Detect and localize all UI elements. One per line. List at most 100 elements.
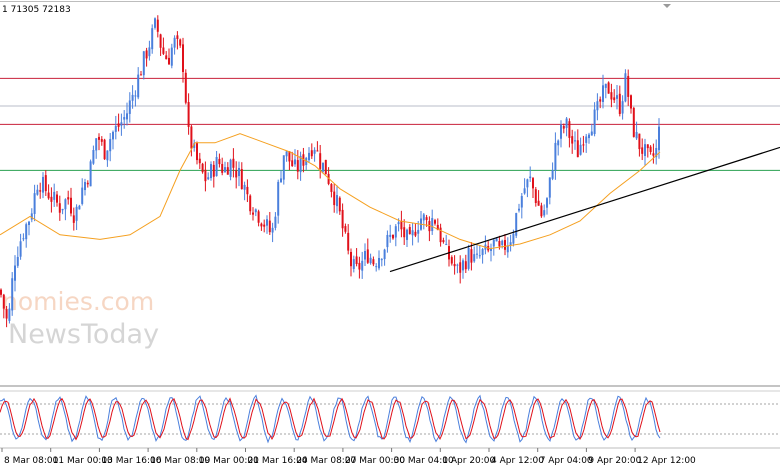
candle-body <box>266 219 268 226</box>
candle-body <box>42 176 44 193</box>
candle <box>459 255 462 284</box>
candle-body <box>529 176 532 179</box>
candle-body <box>28 221 30 226</box>
candle <box>159 33 162 56</box>
candle <box>394 224 397 247</box>
candle-body <box>224 167 226 172</box>
candle-body <box>336 195 338 207</box>
candle-body <box>470 249 473 263</box>
candle <box>103 138 106 160</box>
candle <box>330 183 333 198</box>
candle-body <box>627 75 630 97</box>
candle-body <box>476 253 478 255</box>
candle-body <box>310 150 313 157</box>
candle <box>64 198 67 221</box>
candle <box>299 151 302 181</box>
candle-body <box>478 255 481 257</box>
candle <box>504 234 506 256</box>
candle <box>131 85 134 109</box>
candle <box>100 136 103 146</box>
candle-body <box>148 47 151 57</box>
candle <box>212 161 215 188</box>
candle-body <box>504 240 506 250</box>
candle-body <box>565 118 568 129</box>
candle <box>456 263 459 274</box>
candle-body <box>11 278 14 311</box>
candle <box>308 147 310 163</box>
candle <box>61 208 64 215</box>
candle <box>215 151 218 177</box>
candle <box>588 132 590 144</box>
candle-body <box>117 123 120 127</box>
candle <box>148 40 151 61</box>
candle-body <box>316 150 319 152</box>
candle <box>610 83 613 108</box>
candle-body <box>61 208 64 211</box>
watermark-line1: nomies.com <box>2 287 154 316</box>
candle-body <box>543 210 546 216</box>
x-tick-label: 4 Apr 12:00 <box>491 456 544 466</box>
candle-body <box>137 74 140 98</box>
candle <box>649 145 652 155</box>
candle-body <box>173 37 176 48</box>
candle <box>313 147 316 162</box>
candle-body <box>277 181 280 216</box>
candle <box>16 246 19 268</box>
candle-body <box>453 263 456 267</box>
candle <box>638 133 641 157</box>
candle <box>302 147 305 173</box>
candle <box>445 234 448 246</box>
candle <box>400 210 403 238</box>
x-tick-label: 13 Mar 16:00 <box>101 456 161 466</box>
candle-body <box>338 197 341 212</box>
candle-body <box>56 194 58 203</box>
candle <box>224 161 226 173</box>
candle-body <box>179 39 182 46</box>
candle-body <box>456 264 459 266</box>
candle-body <box>243 184 246 190</box>
candle-body <box>53 191 56 200</box>
candle-body <box>593 109 596 135</box>
candle-body <box>159 34 162 48</box>
panel-collapse-triangle[interactable] <box>663 4 671 8</box>
candle <box>112 130 114 150</box>
candle-body <box>58 203 61 213</box>
candle <box>50 187 53 213</box>
candle <box>235 161 238 189</box>
chart-header-text: 1 71305 72183 <box>2 5 71 15</box>
candle <box>268 211 271 235</box>
candle-body <box>588 134 590 139</box>
candle <box>579 137 582 156</box>
candle <box>39 182 42 199</box>
candle <box>106 150 109 167</box>
candle <box>557 139 560 156</box>
candle-body <box>229 159 232 177</box>
candle <box>324 159 327 175</box>
candle-body <box>635 132 638 139</box>
candle <box>406 228 408 247</box>
candle-body <box>218 158 221 165</box>
candle-body <box>271 227 274 233</box>
candle-body <box>100 139 103 142</box>
candle <box>540 202 543 218</box>
candle <box>182 37 184 83</box>
candle-body <box>154 18 156 28</box>
stochastic-signal-line <box>0 397 661 441</box>
candle-body <box>467 248 470 269</box>
candle-body <box>145 50 148 59</box>
candle-body <box>67 197 70 200</box>
candle <box>518 203 520 213</box>
candle <box>11 272 14 316</box>
candle <box>568 118 571 148</box>
candle-body <box>2 294 5 309</box>
candle-body <box>50 196 53 202</box>
candle-body <box>16 256 19 266</box>
candle <box>635 121 638 140</box>
candle <box>593 102 596 137</box>
candle <box>621 95 624 120</box>
candle-body <box>576 140 579 158</box>
candle <box>75 204 78 231</box>
candle <box>120 113 123 136</box>
candle-body <box>182 44 184 73</box>
candle-body <box>134 95 137 97</box>
